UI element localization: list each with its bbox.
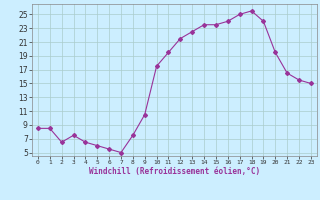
X-axis label: Windchill (Refroidissement éolien,°C): Windchill (Refroidissement éolien,°C) [89,167,260,176]
